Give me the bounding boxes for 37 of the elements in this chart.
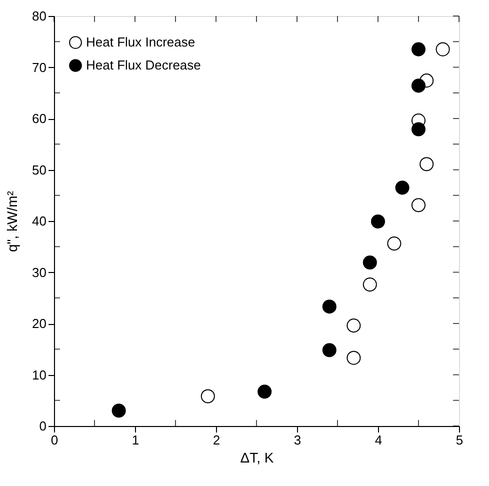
legend-label: Heat Flux Decrease bbox=[86, 58, 201, 72]
y-tick-label: 10 bbox=[32, 367, 46, 382]
point bbox=[346, 350, 361, 365]
x-tick-label: 3 bbox=[294, 432, 302, 448]
y-tick-label: 30 bbox=[32, 264, 46, 280]
x-tick-label: 1 bbox=[132, 432, 140, 448]
y-axis-title: q", kW/m² bbox=[4, 190, 20, 252]
point bbox=[436, 42, 450, 56]
point bbox=[346, 318, 361, 333]
y-tick-label: 40 bbox=[32, 214, 46, 228]
point bbox=[258, 384, 272, 399]
x-tick-label: 5 bbox=[456, 432, 464, 448]
point bbox=[112, 404, 126, 418]
point bbox=[322, 300, 336, 314]
point bbox=[387, 236, 402, 251]
y-tick-label: 50 bbox=[32, 162, 46, 178]
x-tick-label: 4 bbox=[374, 432, 382, 448]
point bbox=[370, 214, 386, 229]
point bbox=[411, 198, 426, 212]
legend-label: Heat Flux Increase bbox=[86, 34, 196, 50]
point bbox=[411, 42, 426, 56]
point bbox=[411, 78, 426, 93]
point bbox=[411, 122, 426, 136]
point bbox=[362, 256, 377, 270]
y-tick-label: 70 bbox=[32, 60, 46, 75]
point bbox=[362, 278, 377, 292]
x-tick-label: 2 bbox=[212, 432, 220, 448]
point bbox=[200, 389, 215, 404]
point bbox=[420, 157, 434, 172]
y-tick-label: 0 bbox=[39, 418, 46, 434]
x-axis-title: ΔT, K bbox=[240, 450, 274, 466]
y-tick-label: 80 bbox=[32, 8, 46, 24]
point bbox=[322, 343, 336, 358]
point bbox=[395, 180, 410, 195]
y-tick-label: 60 bbox=[32, 111, 46, 126]
x-tick-label: 0 bbox=[50, 432, 58, 448]
y-tick-label: 20 bbox=[32, 316, 46, 331]
